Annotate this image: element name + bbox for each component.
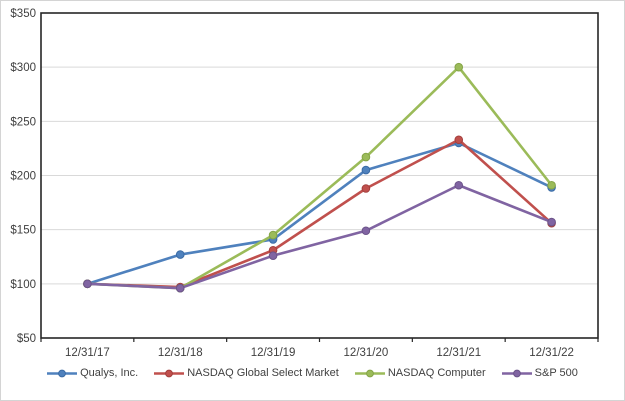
legend-marker-nasdaq-computer <box>354 369 385 377</box>
series-marker-3 <box>361 226 371 236</box>
legend-marker-qualys <box>47 369 78 377</box>
legend-item-sp500: S&P 500 <box>501 367 578 379</box>
series-marker-3 <box>175 283 185 293</box>
series-line-0 <box>86 141 553 286</box>
series-marker-3 <box>454 180 464 190</box>
series-marker-3 <box>547 217 556 227</box>
x-tick-label: 12/31/19 <box>251 347 296 359</box>
y-tick-label: $250 <box>10 116 36 128</box>
x-tick-label: 12/31/22 <box>529 347 574 359</box>
y-tick-label: $350 <box>10 8 36 20</box>
y-tick-label: $300 <box>10 62 36 74</box>
legend-item-nasdaq-computer: NASDAQ Computer <box>354 367 486 379</box>
x-tick-label: 12/31/18 <box>158 347 203 359</box>
legend-label: S&P 500 <box>534 367 578 379</box>
series-marker-2 <box>454 62 464 72</box>
series-line-1 <box>86 138 553 289</box>
legend-item-nasdaq-global-select: NASDAQ Global Select Market <box>154 367 339 379</box>
series-marker-1 <box>454 135 464 145</box>
legend-label: NASDAQ Computer <box>387 367 486 379</box>
series-marker-2 <box>547 180 556 190</box>
series-marker-2 <box>268 230 278 240</box>
y-tick-label: $150 <box>10 225 36 237</box>
y-tick-label: $200 <box>10 171 36 183</box>
y-tick-label: $50 <box>17 333 36 345</box>
chart-legend: Qualys, Inc. NASDAQ Global Select Market… <box>1 367 624 379</box>
series-marker-3 <box>268 251 278 260</box>
legend-label: NASDAQ Global Select Market <box>187 367 339 379</box>
series-marker-3 <box>83 279 92 289</box>
series-marker-1 <box>361 184 371 193</box>
x-tick-label: 12/31/21 <box>436 347 481 359</box>
legend-marker-sp500 <box>501 369 532 377</box>
x-tick-label: 12/31/17 <box>65 347 110 359</box>
legend-label: Qualys, Inc. <box>80 367 139 379</box>
legend-item-qualys: Qualys, Inc. <box>47 367 138 379</box>
y-tick-label: $100 <box>10 279 36 291</box>
series-line-3 <box>86 183 553 290</box>
x-tick-label: 12/31/20 <box>344 347 389 359</box>
series-marker-0 <box>175 250 185 259</box>
series-marker-2 <box>361 152 371 162</box>
legend-marker-nasdaq-global-select <box>154 369 185 377</box>
plot-area: $50 $100 $150 $200 $250 $300 $350 12/31/17 12/31… <box>10 8 599 359</box>
series-line-2 <box>86 65 553 290</box>
series-marker-0 <box>361 165 371 175</box>
